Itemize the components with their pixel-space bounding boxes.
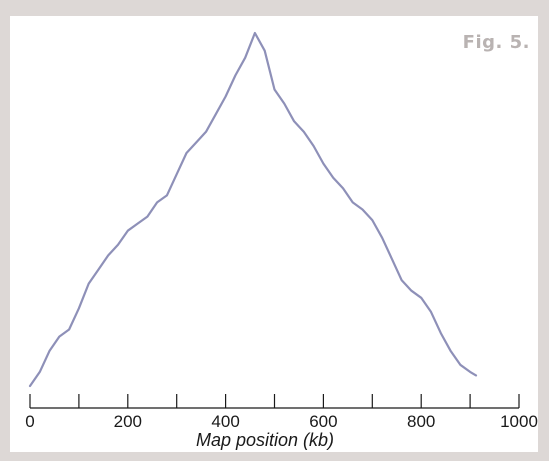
x-tick-label-200: 200 <box>114 412 142 431</box>
plot-area <box>28 31 478 388</box>
x-axis: 0 200 400 600 800 1000 <box>25 394 538 431</box>
series-line-0 <box>28 31 478 388</box>
figure-label: Fig. 5. <box>462 32 530 53</box>
x-axis-title: Map position (kb) <box>196 430 334 450</box>
figure-panel: Fig. 5. 0 200 400 600 800 1000 Map position (… <box>10 16 538 452</box>
x-tick-label-1000: 1000 <box>500 412 538 431</box>
x-tick-label-0: 0 <box>25 412 34 431</box>
x-tick-label-400: 400 <box>211 412 239 431</box>
chart: 0 200 400 600 800 1000 Map position (kb) <box>25 31 538 450</box>
x-tick-label-800: 800 <box>407 412 435 431</box>
x-tick-label-600: 600 <box>309 412 337 431</box>
